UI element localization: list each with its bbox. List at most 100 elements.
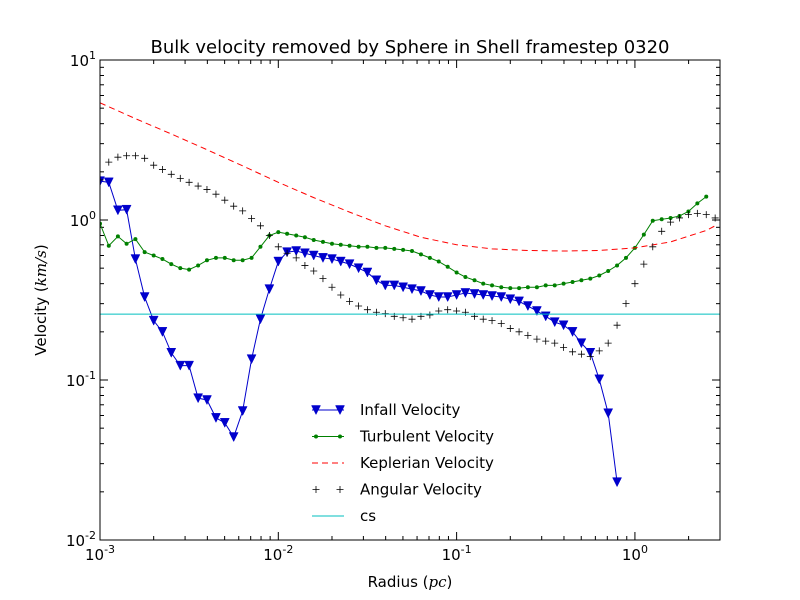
data-point <box>308 250 319 261</box>
data-point <box>496 292 507 303</box>
data-point <box>202 395 212 406</box>
data-point <box>409 249 414 254</box>
data-point <box>684 211 692 219</box>
data-point <box>355 302 363 310</box>
data-point <box>310 267 318 275</box>
data-point <box>667 218 675 226</box>
data-point <box>398 282 408 293</box>
data-point <box>549 317 560 328</box>
legend-label: Infall Velocity <box>360 401 460 419</box>
legend-label: cs <box>360 507 376 525</box>
data-point <box>213 255 218 260</box>
data-point <box>595 347 603 355</box>
data-point <box>335 256 346 267</box>
data-point <box>194 182 202 190</box>
data-point <box>123 152 131 160</box>
data-point <box>166 348 177 358</box>
data-point <box>551 339 559 347</box>
data-point <box>204 258 209 263</box>
data-point <box>337 291 345 299</box>
data-point <box>497 320 505 328</box>
data-point <box>314 434 318 439</box>
data-point <box>659 217 664 222</box>
data-point <box>399 314 407 322</box>
data-point <box>203 186 211 194</box>
data-point <box>569 348 577 356</box>
plot-area <box>100 60 720 540</box>
data-point <box>106 243 111 248</box>
data-point <box>604 339 612 347</box>
legend-item: Keplerian Velocity <box>312 454 494 472</box>
data-point <box>453 307 461 315</box>
data-point <box>444 306 452 314</box>
legend-item: cs <box>312 507 376 525</box>
data-point <box>338 434 342 439</box>
data-point <box>356 244 361 249</box>
data-point <box>597 273 602 278</box>
data-point <box>187 267 192 272</box>
data-point <box>380 280 391 291</box>
data-point <box>704 194 709 199</box>
data-point <box>514 296 524 307</box>
x-axis-label: Radius (pc) <box>368 573 453 591</box>
data-point <box>121 204 132 215</box>
data-point <box>294 233 299 238</box>
data-point <box>603 408 614 419</box>
data-point <box>576 338 587 349</box>
data-point <box>347 243 352 248</box>
data-point <box>401 247 406 252</box>
series-turbulent-velocity <box>100 194 709 291</box>
data-point <box>300 248 310 259</box>
data-point <box>362 267 373 278</box>
data-point <box>534 285 539 290</box>
data-point <box>463 275 468 280</box>
data-point <box>460 288 471 299</box>
data-point <box>318 253 328 263</box>
data-point <box>668 215 673 220</box>
data-point <box>311 405 321 416</box>
data-point <box>374 245 379 250</box>
data-point <box>178 266 183 271</box>
data-point <box>231 258 236 263</box>
data-point <box>658 227 666 235</box>
data-point <box>344 259 355 270</box>
data-point <box>594 374 605 385</box>
data-point <box>312 486 320 493</box>
data-point <box>524 331 532 339</box>
data-point <box>623 255 628 260</box>
data-point <box>142 250 147 255</box>
data-point <box>112 205 123 216</box>
x-tick-label: 10-1 <box>442 543 472 564</box>
data-point <box>327 254 337 265</box>
data-point <box>230 202 238 210</box>
data-point <box>105 158 113 166</box>
data-point <box>641 232 646 237</box>
data-point <box>265 232 273 240</box>
data-point <box>256 222 264 230</box>
data-point <box>427 255 432 260</box>
data-point <box>525 285 530 290</box>
data-point <box>283 249 291 257</box>
data-point <box>531 306 542 317</box>
data-point <box>320 239 325 244</box>
data-point <box>141 154 149 162</box>
data-point <box>255 314 266 325</box>
data-point <box>472 278 477 283</box>
data-point <box>139 292 150 303</box>
data-point <box>543 283 548 288</box>
data-point <box>150 161 158 169</box>
data-point <box>291 246 302 257</box>
data-point <box>567 327 578 337</box>
legend-item: Angular Velocity <box>312 481 482 499</box>
y-axis-label: Velocity (km/s) <box>32 244 50 355</box>
data-point <box>469 289 480 300</box>
data-point <box>577 350 585 358</box>
data-point <box>276 230 281 235</box>
plot-frame <box>99 59 721 541</box>
legend: Infall Velocity Turbulent Velocity Kepleri… <box>311 401 494 525</box>
data-point <box>579 278 584 283</box>
data-point <box>552 283 557 288</box>
data-point <box>451 290 462 301</box>
